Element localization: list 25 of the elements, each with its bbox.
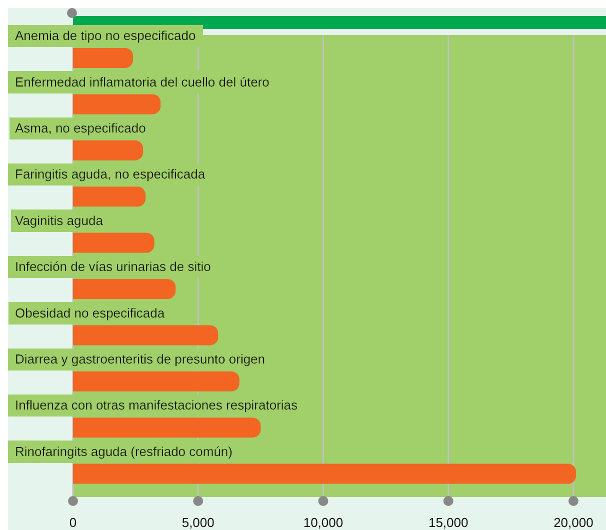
bar xyxy=(73,279,176,299)
bar xyxy=(73,140,144,160)
y-tick-label: Diarrea y gastroenteritis de presunto origen xyxy=(15,352,266,366)
x-tick-label: 5,000 xyxy=(182,515,214,530)
bar xyxy=(73,186,146,207)
bar xyxy=(73,464,576,484)
x-tick-label: 15,000 xyxy=(428,515,468,530)
x-tick-label: 10,000 xyxy=(303,515,344,530)
bar xyxy=(73,371,240,392)
bar xyxy=(73,232,154,253)
bar xyxy=(73,94,161,114)
y-tick-label: Obesidad no especificada xyxy=(15,305,166,320)
x-tick-label: 0 xyxy=(69,515,77,530)
y-tick-label: Asma, no especificado xyxy=(15,120,146,136)
y-tick-label: Influenza con otras manifestaciones respiratorias xyxy=(15,398,298,413)
y-tick-label: Faringitis aguda, no especificada xyxy=(15,166,206,182)
y-tick-label: Anemia de tipo no especificado xyxy=(15,28,196,44)
bar xyxy=(73,418,261,438)
x-tick-label: 20,000 xyxy=(554,515,594,530)
y-tick-label: Enfermedad inflamatoria del cuello del útero xyxy=(15,74,270,90)
y-tick-label: Vaginitis aguda xyxy=(15,212,104,228)
bar xyxy=(73,48,134,68)
y-tick-label: Infección de vías urinarias de sitio xyxy=(15,259,211,274)
bar xyxy=(73,325,218,346)
y-tick-label: Rinofaringits aguda (resfriado común) xyxy=(15,444,232,459)
